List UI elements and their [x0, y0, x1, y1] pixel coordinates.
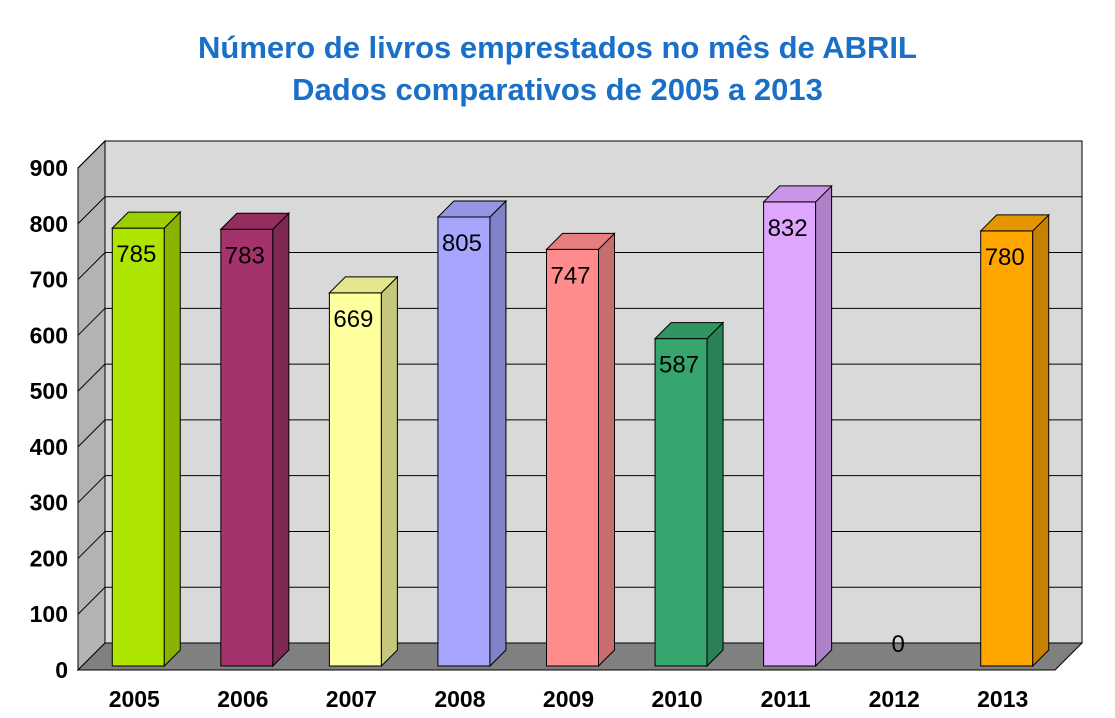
bar-side [598, 232, 615, 668]
bar-front [980, 230, 1034, 667]
bar-2005 [111, 210, 182, 668]
gridline-side [77, 307, 106, 336]
data-label: 780 [985, 244, 1025, 271]
bar-top [545, 232, 616, 250]
data-label: 832 [768, 215, 808, 242]
y-tick-label: 700 [30, 267, 68, 293]
gridline-side [77, 140, 106, 169]
bar-top [328, 276, 399, 294]
x-tick-label: 2010 [651, 686, 702, 712]
y-tick-label: 500 [30, 378, 68, 404]
bar-side [1032, 213, 1050, 668]
gridline-side [77, 586, 106, 615]
y-tick-label: 400 [30, 434, 68, 460]
bars [111, 184, 1050, 668]
y-tick-label: 800 [30, 211, 68, 237]
bar-top [979, 214, 1050, 232]
x-tick-label: 2006 [217, 686, 268, 712]
x-tick-label: 2009 [543, 686, 594, 712]
data-label: 669 [333, 306, 373, 333]
bar-2011 [762, 184, 833, 668]
bar-front [546, 248, 599, 667]
y-axis-ticks: 0 100 200 300 400 500 600 700 800 900 [30, 155, 68, 683]
bar-2008 [436, 199, 508, 668]
y-tick-label: 600 [30, 322, 68, 348]
bar-2010 [653, 321, 725, 668]
bar-top [219, 212, 291, 230]
gridline-side [77, 475, 106, 504]
data-label: 785 [116, 241, 156, 268]
bar-front [437, 216, 491, 667]
gridline-side [77, 531, 106, 559]
gridline-side [77, 196, 106, 225]
bar-2006 [219, 212, 291, 668]
bar-top [436, 200, 508, 218]
bar-front [111, 227, 165, 667]
x-axis-ticks: 2005 2006 2007 2008 2009 2010 2011 2012 2013 [109, 686, 1029, 712]
gridline-side [77, 419, 106, 448]
bar-top [653, 322, 725, 340]
bar-side [163, 210, 181, 668]
bar-top [111, 211, 182, 229]
data-label: 805 [442, 230, 482, 257]
data-labels: 785 783 669 805 747 587 832 0 780 [116, 215, 1024, 658]
gridline-side [77, 363, 106, 392]
bar-2007 [328, 275, 399, 668]
x-tick-label: 2008 [434, 686, 485, 712]
bar-side [272, 212, 290, 668]
bar-front [220, 228, 274, 667]
bar-2009 [545, 232, 616, 668]
x-tick-label: 2005 [109, 686, 160, 712]
bar-front [328, 292, 382, 667]
bar-side [380, 275, 398, 668]
bar-side [706, 321, 724, 668]
bar-2013 [979, 213, 1050, 668]
bar-top [762, 185, 833, 203]
bar-front [763, 201, 817, 667]
chart-subtitle: Dados comparativos de 2005 a 2013 [292, 72, 823, 107]
bar-front [654, 338, 708, 667]
y-tick-label: 0 [55, 657, 68, 683]
data-label: 0 [891, 631, 904, 658]
bar-side [489, 199, 507, 668]
gridline-side [77, 252, 106, 280]
x-tick-label: 2011 [761, 686, 811, 712]
y-tick-label: 200 [30, 545, 68, 571]
y-tick-label: 900 [30, 155, 68, 181]
x-tick-label: 2012 [869, 686, 920, 712]
x-tick-label: 2013 [977, 686, 1028, 712]
x-tick-label: 2007 [326, 686, 377, 712]
chart-title: Número de livros emprestados no mês de A… [198, 30, 917, 65]
data-label: 783 [225, 242, 265, 269]
y-tick-label: 100 [30, 601, 68, 627]
bar-side [815, 184, 833, 668]
data-label: 747 [550, 262, 590, 289]
data-label: 587 [659, 352, 699, 379]
y-tick-label: 300 [30, 490, 68, 516]
